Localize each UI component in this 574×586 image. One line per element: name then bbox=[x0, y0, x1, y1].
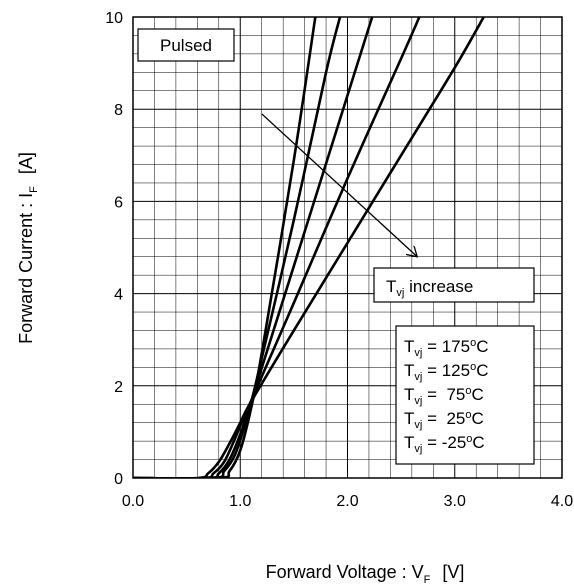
legend-entry: Tvj = 75oC bbox=[404, 385, 484, 407]
y-tick-label: 4 bbox=[114, 287, 123, 304]
x-tick-label: 4.0 bbox=[551, 493, 573, 510]
x-tick-label: 1.0 bbox=[229, 493, 251, 510]
x-tick-label: 2.0 bbox=[336, 493, 358, 510]
series-line-75 bbox=[133, 17, 374, 478]
plot-frame bbox=[132, 16, 563, 479]
y-axis-title: Forward Current : IF[A] bbox=[16, 152, 40, 344]
legend-entry: Tvj = 175oC bbox=[404, 337, 489, 359]
legend-entry: Tvj = 125oC bbox=[404, 361, 489, 383]
x-tick-label: 0.0 bbox=[122, 493, 144, 510]
tvj-increase-label: Tvj increase bbox=[386, 277, 473, 299]
x-tick-label: 3.0 bbox=[444, 493, 466, 510]
y-tick-label: 8 bbox=[114, 102, 123, 119]
y-tick-label: 10 bbox=[105, 10, 123, 27]
series-line-125 bbox=[133, 17, 421, 478]
y-tick-label: 0 bbox=[114, 471, 123, 488]
series-line-25 bbox=[133, 17, 342, 478]
tvj-increase-arrow bbox=[261, 113, 418, 257]
series-group bbox=[133, 17, 485, 478]
x-axis-title: Forward Voltage : VF [V] bbox=[266, 562, 465, 586]
legend-entry: Tvj = 25oC bbox=[404, 409, 484, 431]
pulsed-label: Pulsed bbox=[160, 36, 212, 55]
legend-entry: Tvj = -25oC bbox=[404, 433, 485, 455]
tvj-increase-box: Tvj increase bbox=[373, 267, 535, 303]
pulsed-box: Pulsed bbox=[137, 28, 235, 62]
y-tick-label: 6 bbox=[114, 194, 123, 211]
tick-labels: 0.0 1.0 2.0 3.0 4.0 0 2 4 6 8 10 bbox=[105, 10, 573, 510]
series-line--25 bbox=[133, 17, 317, 478]
y-tick-label: 2 bbox=[114, 379, 123, 396]
